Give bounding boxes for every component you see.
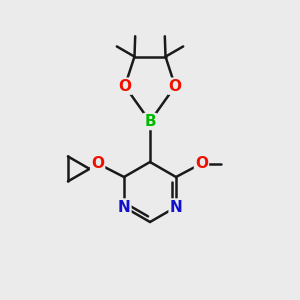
Text: O: O [195,156,208,171]
Text: O: O [169,79,182,94]
Text: N: N [118,200,130,214]
Text: B: B [144,114,156,129]
Text: O: O [91,156,104,171]
Text: O: O [118,79,131,94]
Text: N: N [169,200,182,214]
